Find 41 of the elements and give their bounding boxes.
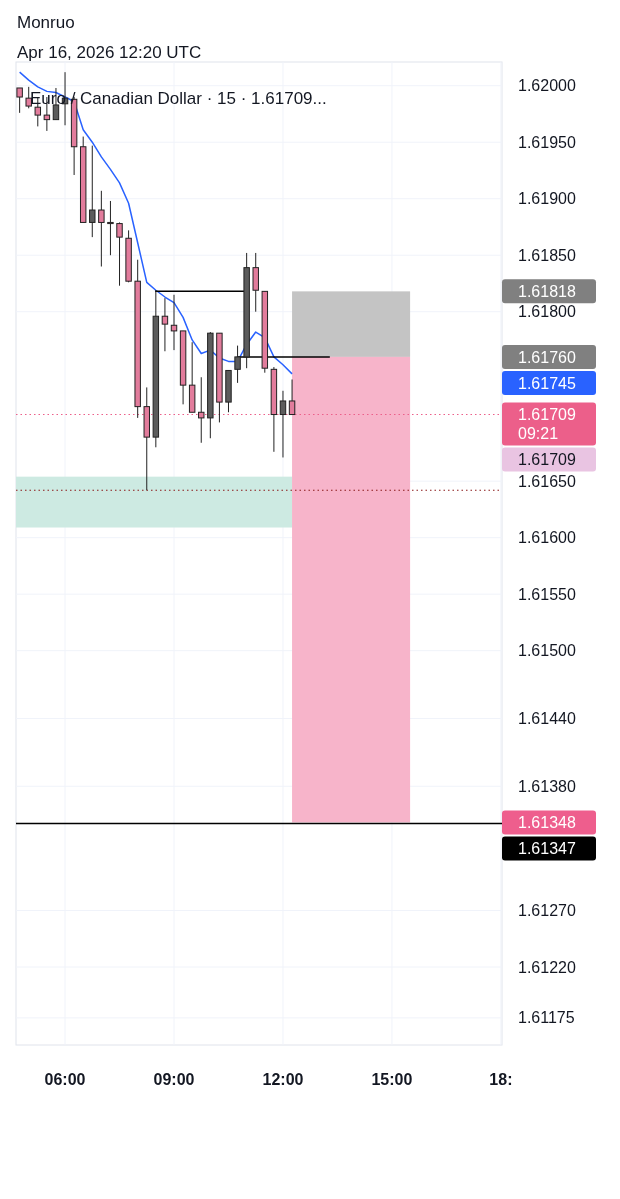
x-tick-label: 15:00 [371,1071,413,1088]
y-tick-label: 1.61600 [518,529,576,547]
y-tick-label: 1.61220 [518,958,576,976]
x-tick-label: 12:00 [262,1071,304,1088]
y-tick-label: 1.61950 [518,133,576,151]
text: 1.61818 [518,282,576,300]
candlestick [107,200,114,256]
candlestick [161,297,169,352]
candlestick [16,87,23,114]
text: 1.61760 [518,348,576,366]
chart-subtitle: Apr 16, 2026 12:20 UTC [17,43,202,62]
ref-line-label: 1.61709 09:21 [518,406,576,443]
candlestick [25,86,32,109]
x-tick-label: 09:00 [153,1071,195,1088]
candlestick [252,252,259,313]
candlestick [279,390,287,458]
y-tick-label: 1.61900 [518,190,576,208]
candlestick [89,145,96,238]
chart-title: Monruo [17,13,75,32]
candlestick [170,294,178,351]
ref-line-label: 1.61347 [518,840,576,858]
y-tick-label: 1.62000 [518,77,576,95]
y-tick-label: 1.61650 [518,472,576,490]
candlestick [234,345,241,384]
candlestick [98,190,105,268]
y-tick-label: 1.61440 [518,710,576,728]
y-tick-label: 1.61500 [518,642,576,660]
text: 1.61709 [518,451,576,469]
y-tick-label: 1.61550 [518,585,576,603]
y-tick-label: 1.61800 [518,303,576,321]
candlestick [116,221,123,287]
y-tick-label: 1.61850 [518,246,576,264]
candlestick [288,379,296,416]
y-tick-label: 1.61270 [518,902,576,920]
y-tick-label: 1.61380 [518,777,576,795]
x-tick-label: 06:00 [44,1071,86,1088]
text: 1.61348 [518,814,576,832]
text: 1.61745 [518,374,576,392]
y-tick-label: 1.61175 [518,1009,575,1027]
x-tick-label: 18: [489,1071,513,1088]
candlestick [198,376,205,444]
